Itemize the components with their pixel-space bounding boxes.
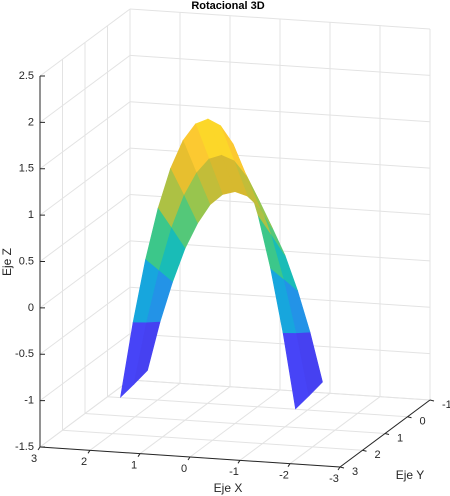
z-tick-label: 2 <box>28 116 34 128</box>
grid-line <box>107 396 408 418</box>
x-tick-label: 1 <box>131 460 137 472</box>
z-tick-label: -1 <box>24 395 34 407</box>
y-tick <box>339 466 345 469</box>
grid-line <box>129 379 431 401</box>
x-tick-label: -2 <box>279 470 289 482</box>
x-tick <box>87 450 91 454</box>
z-tick-label: -0.5 <box>15 348 34 360</box>
x-tick <box>287 463 291 467</box>
x-tick-label: -1 <box>229 466 239 478</box>
z-tick-label: -1.5 <box>15 441 34 453</box>
y-tick-label: 1 <box>397 432 403 444</box>
x-tick <box>187 456 191 461</box>
y-axis-label: Eje Y <box>396 468 424 482</box>
y-tick-label: 0 <box>420 416 426 428</box>
y-tick <box>362 449 367 452</box>
x-tick <box>237 460 241 464</box>
z-tick-label: 1 <box>28 209 34 221</box>
z-tick-label: 2.5 <box>19 70 34 82</box>
y-tick-label: -1 <box>442 399 450 411</box>
z-tick-label: 0 <box>28 302 34 314</box>
z-tick-label: 1.5 <box>19 163 34 175</box>
x-tick <box>337 466 341 471</box>
y-tick <box>429 399 435 402</box>
surface-patch <box>133 321 161 386</box>
x-tick-label: 2 <box>81 456 87 468</box>
y-tick-label: 2 <box>375 449 381 461</box>
x-tick-label: -3 <box>329 473 339 485</box>
x-axis-label: Eje X <box>214 481 243 495</box>
grid-line <box>84 413 386 434</box>
x-tick-label: 3 <box>31 453 37 465</box>
chart-title: Rotacional 3D <box>191 0 264 12</box>
grid-line <box>62 429 363 451</box>
x-tick <box>137 453 141 457</box>
z-tick-label: 0.5 <box>19 255 34 267</box>
y-tick <box>384 433 390 435</box>
y-tick <box>407 416 412 419</box>
x-tick <box>37 446 41 451</box>
z-axis-label: Eje Z <box>0 248 14 276</box>
x-tick-label: 0 <box>181 463 187 475</box>
y-tick-label: 3 <box>352 466 358 478</box>
